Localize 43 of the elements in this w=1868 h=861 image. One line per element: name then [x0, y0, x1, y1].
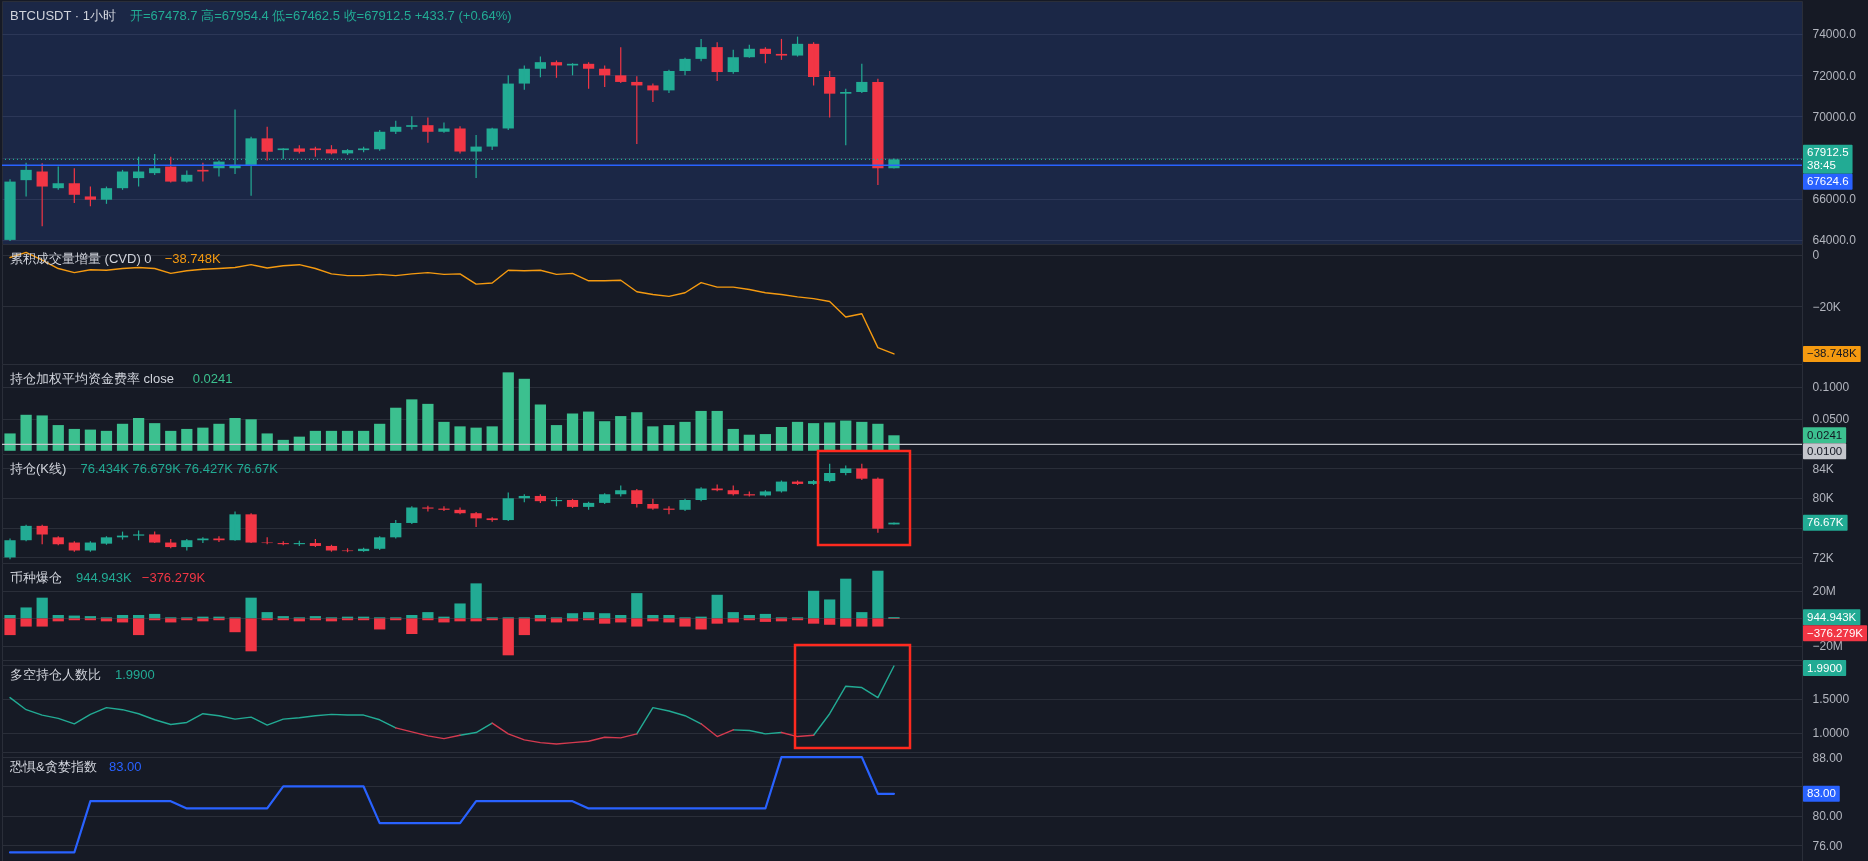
text: 币种爆仓 — [10, 570, 62, 585]
text: −38.748K — [1807, 347, 1857, 360]
y-tick-label: 80K — [1812, 491, 1834, 506]
y-tick-label: 66000.0 — [1812, 192, 1857, 207]
y-tick-label: 1.0000 — [1812, 726, 1850, 741]
text: 76.67K — [1807, 516, 1844, 529]
text: 944.943K — [1807, 610, 1857, 623]
annotation: 0.0241 — [192, 371, 233, 386]
y-tick-label: −20K — [1812, 299, 1841, 314]
y-tick-label: 76.00 — [1812, 838, 1843, 853]
y-tick-label: 80.00 — [1812, 809, 1843, 824]
y-tick-label: 0.0500 — [1812, 412, 1850, 427]
y-tick-label: −20M — [1812, 639, 1843, 654]
y-tick-label: 0 — [1812, 248, 1820, 263]
annotation: −376.279K — [141, 570, 206, 585]
y-tick-label: 84K — [1812, 461, 1834, 476]
text: 多空持仓人数比 — [10, 667, 101, 682]
text: −376.279K — [1807, 626, 1864, 639]
y-tick-label: 74000.0 — [1812, 27, 1857, 42]
text: 持仓(K线) — [10, 461, 67, 476]
y-tick-label: 20M — [1812, 584, 1836, 599]
ref-line-label: 67624.6 — [1807, 175, 1849, 188]
annotation: 944.943K — [76, 570, 132, 585]
text: 83.00 — [1807, 787, 1836, 800]
text: BTCUSDT · 1小时 — [10, 8, 116, 23]
text: 恐惧&贪婪指数 — [9, 759, 97, 774]
y-tick-label: 72K — [1812, 550, 1834, 565]
text: 1.9900 — [1807, 661, 1843, 674]
annotation: 开=67478.7 高=67954.4 低=67462.5 收=67912.5 +433.7 (+0.64%) — [129, 8, 512, 23]
annotation: −38.748K — [164, 251, 221, 266]
y-tick-label: 70000.0 — [1812, 109, 1857, 124]
ref-line-label: 67912.5 38:45 — [1807, 146, 1849, 172]
y-tick-label: 1.5000 — [1812, 692, 1850, 707]
annotation: 83.00 — [109, 759, 142, 774]
y-tick-label: 0.1000 — [1812, 380, 1850, 394]
text: 0.0241 — [1807, 428, 1843, 441]
text: 持仓加权平均资金费率 close — [10, 371, 174, 386]
annotation: 76.434K 76.679K 76.427K 76.67K — [80, 461, 279, 476]
annotation: 1.9900 — [115, 667, 155, 682]
y-tick-label: 88.00 — [1812, 750, 1843, 765]
ref-line-label: 0.0100 — [1807, 444, 1843, 457]
y-tick-label: 72000.0 — [1812, 68, 1857, 83]
y-tick-label: 64000.0 — [1812, 233, 1857, 248]
